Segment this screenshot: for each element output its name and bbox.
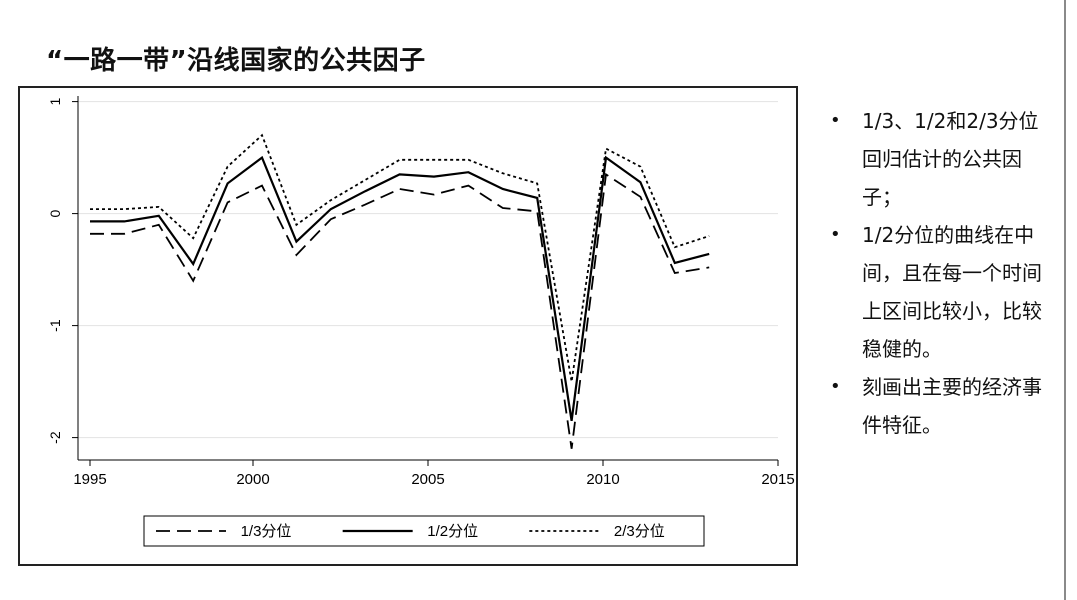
bullet-dot-icon: • bbox=[830, 110, 841, 131]
bullet-dot-icon: • bbox=[830, 376, 841, 397]
chart-container: 1 0 -1 -2 1995 2000 2005 2010 2015 1/3分位 1/2分位 2/3分… bbox=[18, 86, 798, 566]
bullet-item: • 1/3、1/2和2/3分位回归估计的公共因子； bbox=[826, 102, 1058, 216]
series-line bbox=[90, 172, 710, 449]
y-tick-label: -2 bbox=[47, 431, 63, 444]
bullet-dot-icon: • bbox=[830, 224, 841, 245]
bullet-text: 1/2分位的曲线在中间，且在每一个时间上区间比较小，比较稳健的。 bbox=[862, 223, 1042, 361]
plot-area bbox=[78, 96, 778, 460]
x-tick-label: 2005 bbox=[411, 471, 444, 488]
x-tick-label: 2015 bbox=[761, 471, 794, 488]
bullet-text: 1/3、1/2和2/3分位回归估计的公共因子； bbox=[862, 109, 1039, 209]
legend-label: 2/3分位 bbox=[614, 523, 665, 540]
legend-label: 1/2分位 bbox=[427, 523, 478, 540]
bullet-text: 刻画出主要的经济事件特征。 bbox=[862, 375, 1042, 437]
bullet-list: • 1/3、1/2和2/3分位回归估计的公共因子； • 1/2分位的曲线在中间，且在… bbox=[826, 102, 1058, 444]
y-tick-label: 1 bbox=[47, 97, 63, 105]
bullet-item: • 刻画出主要的经济事件特征。 bbox=[826, 368, 1058, 444]
legend-label: 1/3分位 bbox=[241, 523, 292, 540]
y-tick-label: 0 bbox=[47, 209, 63, 217]
series-line bbox=[90, 133, 710, 382]
line-chart: 1 0 -1 -2 1995 2000 2005 2010 2015 1/3分位 1/2分位 2/3分… bbox=[47, 96, 795, 547]
legend-box bbox=[143, 515, 705, 547]
x-tick-label: 2000 bbox=[236, 471, 269, 488]
y-tick-label: -1 bbox=[47, 319, 63, 332]
series-line bbox=[90, 155, 710, 421]
x-tick-label: 2010 bbox=[586, 471, 619, 488]
x-tick-label: 1995 bbox=[73, 471, 106, 488]
bullet-item: • 1/2分位的曲线在中间，且在每一个时间上区间比较小，比较稳健的。 bbox=[826, 216, 1058, 368]
slide-title: “一路一带”沿线国家的公共因子 bbox=[46, 46, 426, 76]
